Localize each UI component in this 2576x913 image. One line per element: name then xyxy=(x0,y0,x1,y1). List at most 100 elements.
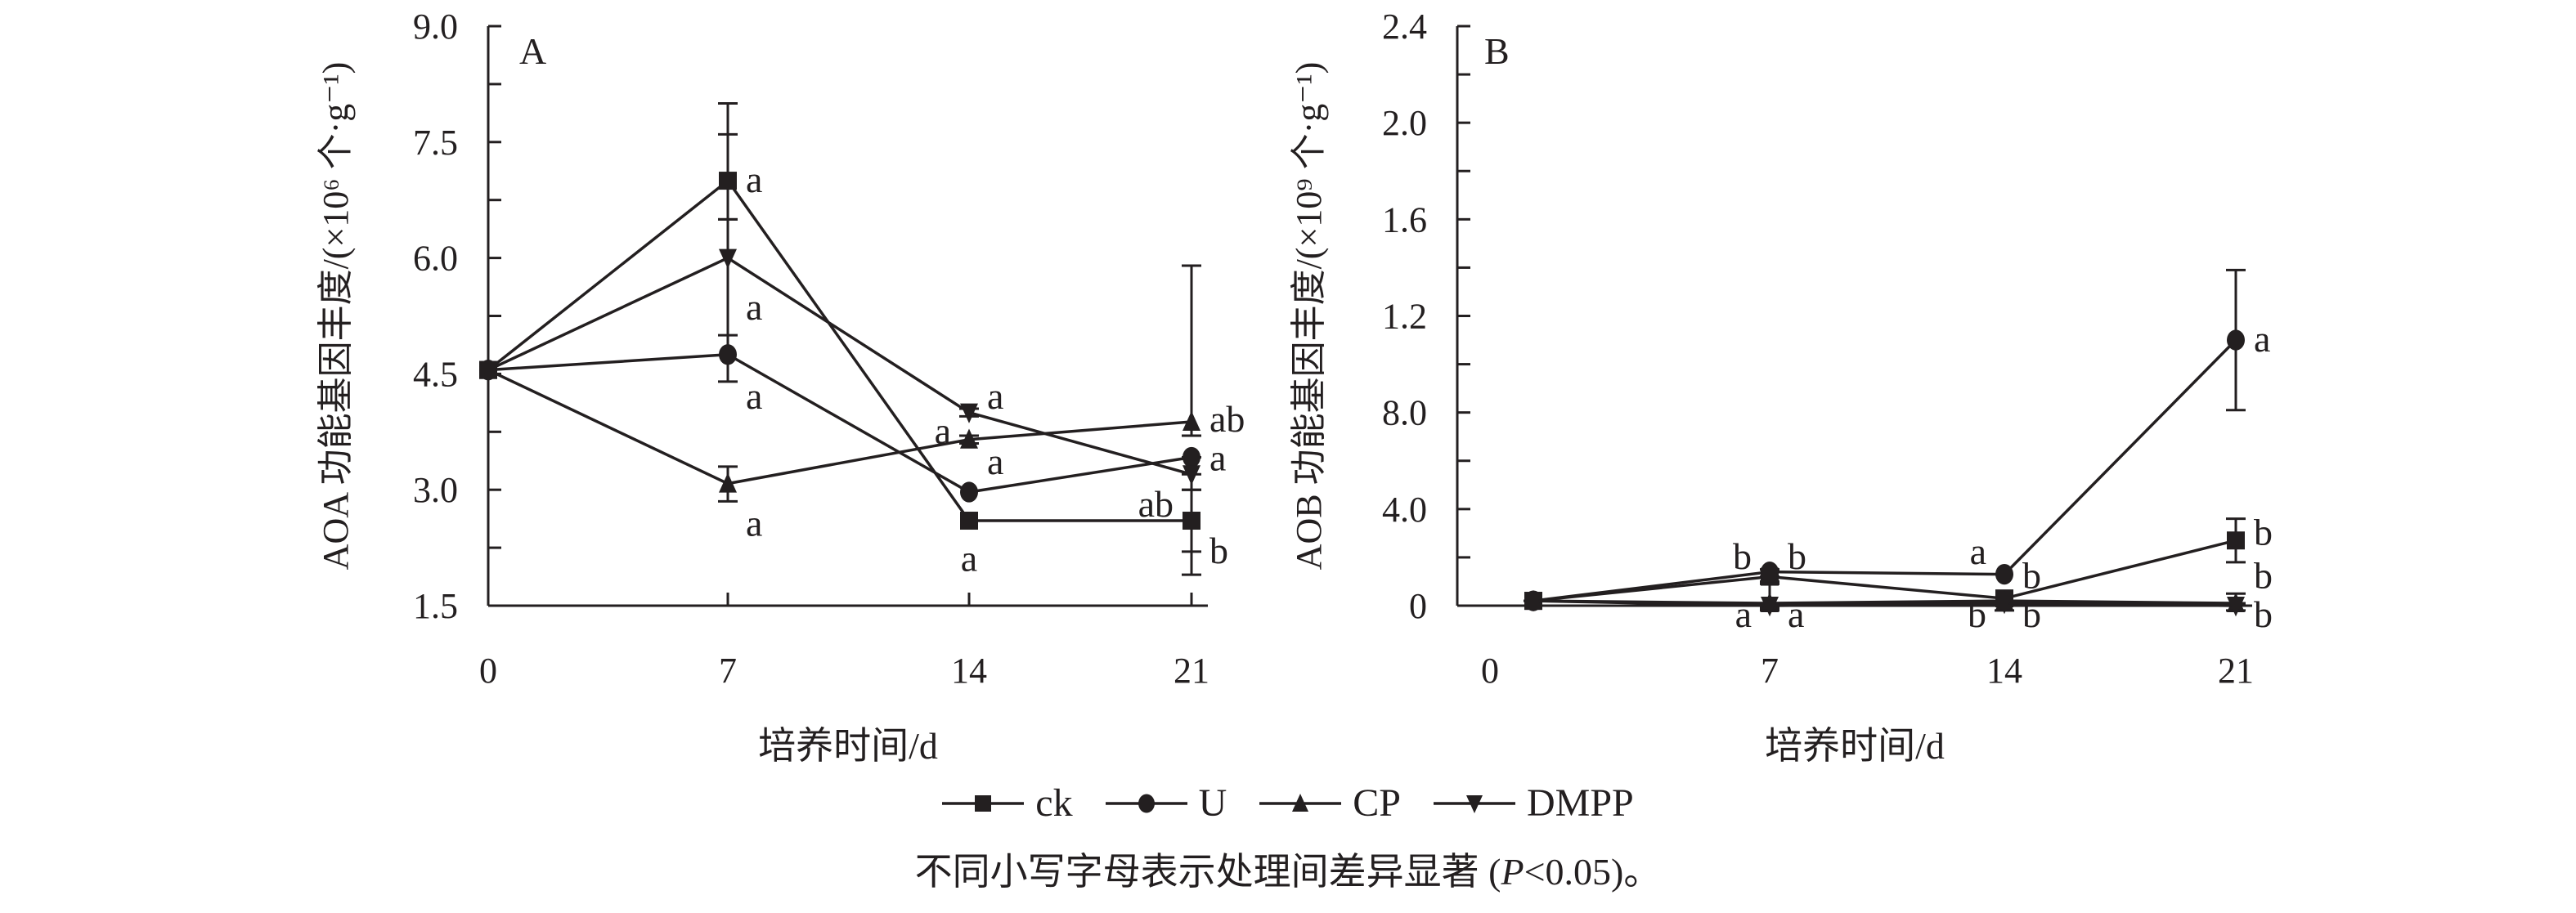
triangle-up-marker xyxy=(960,428,978,449)
circle-marker xyxy=(1138,794,1155,812)
y-tick-label: 1.6 xyxy=(1382,199,1427,239)
legend-item-ck: ck xyxy=(942,781,1073,826)
x-tick-label: 14 xyxy=(1986,651,2022,691)
series-ck xyxy=(1524,517,2246,611)
significance-letter: b xyxy=(2022,555,2041,597)
x-tick-label: 7 xyxy=(719,651,737,691)
legend-label: DMPP xyxy=(1526,781,1634,825)
series-line xyxy=(487,178,1192,522)
series-line xyxy=(1533,539,2237,602)
significance-letter: b xyxy=(1209,530,1228,571)
legend-label: CP xyxy=(1353,781,1401,825)
x-tick-label: 14 xyxy=(951,651,987,691)
panel-label: A xyxy=(519,30,546,72)
triangle-down-marker-icon xyxy=(1433,794,1515,813)
triangle-down-marker xyxy=(2227,597,2245,617)
y-tick-label: 1.5 xyxy=(413,586,458,626)
significance-letter: ab xyxy=(1138,483,1174,525)
series-u xyxy=(1524,268,2246,611)
caption-text: 不同小写字母表示处理间差异显著 ( xyxy=(914,851,1501,893)
triangle-up-marker-icon xyxy=(1259,793,1342,812)
x-axis-label: 培养时间/d xyxy=(758,725,938,767)
legend-item-dmpp: DMPP xyxy=(1433,781,1634,826)
legend-item-u: U xyxy=(1105,781,1227,826)
panel-a: 1.5 3.0 4.5 6.0 7.5 9.0 0 7 14 21 培养时间/d AOA 功能基因丰度… xyxy=(316,7,1245,767)
circle-marker xyxy=(960,481,978,503)
triangle-down-marker xyxy=(719,248,737,269)
y-tick-label: 2.4 xyxy=(1382,7,1427,47)
series-line xyxy=(487,256,1192,476)
significance-letter: a xyxy=(1209,436,1226,478)
y-tick-label: 0 xyxy=(1409,586,1427,626)
x-tick-label: 0 xyxy=(1481,651,1499,691)
series-cp xyxy=(479,264,1201,503)
legend: ck U CP DMPP xyxy=(0,781,2576,826)
series-line xyxy=(1533,338,2237,602)
circle-marker xyxy=(2227,329,2245,351)
x-tick-label: 21 xyxy=(1174,651,1209,691)
y-tick-label: 3.0 xyxy=(413,470,458,510)
significance-letter: b xyxy=(2254,511,2273,553)
circle-marker-icon xyxy=(1105,794,1187,812)
x-tick-label: 7 xyxy=(1761,651,1779,691)
y-tick-label: 6.0 xyxy=(413,239,458,279)
triangle-down-marker xyxy=(1465,794,1483,813)
significance-letter: b xyxy=(2254,593,2273,635)
significance-letter: a xyxy=(746,375,762,417)
series-line xyxy=(1533,599,2237,607)
y-tick-label: 8.0 xyxy=(1382,393,1427,433)
significance-letter: b xyxy=(1968,593,1986,635)
significance-letter: a xyxy=(746,286,762,328)
panel-label: B xyxy=(1484,30,1510,72)
significance-letter: a xyxy=(961,537,977,579)
triangle-down-marker xyxy=(1995,594,2013,615)
square-marker-icon xyxy=(942,794,1025,812)
triangle-down-marker xyxy=(1183,465,1200,486)
y-tick-label: 1.2 xyxy=(1382,297,1427,337)
triangle-up-marker xyxy=(1183,410,1200,432)
significance-letter: b xyxy=(2254,555,2273,597)
series-line xyxy=(487,369,1192,486)
caption-text-end: <0.05)。 xyxy=(1524,851,1662,893)
series-dmpp xyxy=(1524,592,2246,617)
circle-marker xyxy=(1761,561,1779,583)
caption-p: P xyxy=(1501,851,1524,893)
square-marker xyxy=(960,512,978,530)
triangle-down-marker xyxy=(479,360,497,381)
circle-marker xyxy=(1995,563,2013,585)
significance-letter: ab xyxy=(1209,398,1245,440)
series-line xyxy=(487,352,1192,494)
triangle-up-marker xyxy=(1292,793,1309,812)
legend-item-cp: CP xyxy=(1259,781,1401,826)
y-tick-label: 2.0 xyxy=(1382,103,1427,143)
triangle-down-marker xyxy=(960,403,978,423)
significance-letter: b xyxy=(1788,535,1806,577)
significance-letter: a xyxy=(1735,593,1752,635)
y-tick-label: 7.5 xyxy=(413,123,458,163)
x-tick-label: 0 xyxy=(479,651,497,691)
significance-letter: b xyxy=(2022,593,2041,635)
significance-letter: b xyxy=(1733,535,1752,577)
figure-caption: 不同小写字母表示处理间差异显著 (P<0.05)。 xyxy=(0,842,2576,896)
legend-label: ck xyxy=(1035,781,1073,825)
circle-marker xyxy=(1183,446,1200,468)
triangle-down-marker xyxy=(1524,592,1542,612)
y-tick-label: 4.5 xyxy=(413,354,458,394)
significance-letter: a xyxy=(935,410,951,451)
series-dmpp xyxy=(479,132,1201,491)
y-tick-label: 9.0 xyxy=(413,7,458,47)
series-ck xyxy=(479,102,1201,553)
triangle-down-marker xyxy=(1761,597,1779,617)
y-tick-label: 4.0 xyxy=(1382,490,1427,530)
significance-letter: a xyxy=(987,441,1003,482)
significance-letter: a xyxy=(746,159,762,200)
square-marker xyxy=(975,794,992,812)
panel-b: 0 4.0 8.0 1.2 1.6 2.0 2.4 0 7 14 21 培养时间/d AOB 功能基因丰… xyxy=(1289,7,2273,767)
significance-letter: a xyxy=(987,375,1003,417)
y-axis-label: AOB 功能基因丰度/(×10⁹ 个·g⁻¹) xyxy=(1289,62,1329,571)
circle-marker xyxy=(719,344,737,365)
significance-letter: a xyxy=(1788,593,1804,635)
x-tick-label: 21 xyxy=(2218,651,2254,691)
significance-letter: a xyxy=(2254,318,2270,360)
